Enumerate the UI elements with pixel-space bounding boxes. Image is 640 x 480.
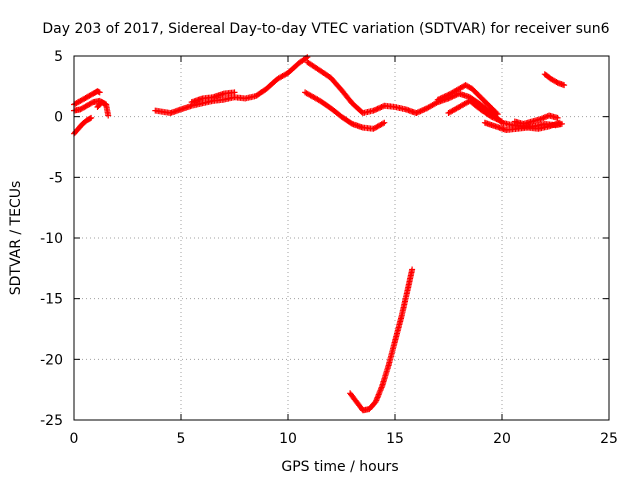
series-arc-e [541,71,568,89]
series-arc-b [152,54,311,116]
axis-ticks [73,55,610,421]
series-arc-d-top [511,112,561,127]
y-tick-label: -25 [40,413,63,429]
data-point [381,119,388,126]
series-arc-a-upper [71,88,103,108]
data-point [561,82,568,89]
x-tick-label: 0 [70,431,79,447]
y-tick-label: 5 [54,49,63,65]
x-tick-label: 15 [386,431,404,447]
chart-title: Day 203 of 2017, Sidereal Day-to-day VTE… [42,21,609,37]
data-point [231,89,238,96]
y-tick-label: -15 [40,292,63,308]
series-arc-d-bottom [481,119,563,133]
data-point [556,119,563,126]
data-point [495,116,501,123]
series-arc-c-upper-loop [434,82,501,118]
data-series [71,54,568,414]
series-arc-c-lower [302,89,388,132]
series-arc-a-right [94,99,112,119]
grid-lines [74,56,609,420]
series-arc-c-inner-loop [445,97,505,125]
series-arc-a-lower [71,114,95,137]
data-point [380,120,386,127]
series-arc-f [347,266,416,414]
x-tick-label: 5 [177,431,186,447]
data-point [96,89,103,96]
data-point [374,105,381,112]
y-tick-label: -20 [40,352,63,368]
data-point [409,266,416,273]
data-point [494,111,501,118]
data-point [554,114,561,121]
data-point [105,112,112,119]
x-tick-label: 20 [493,431,511,447]
series-arc-b-upper [188,89,238,106]
x-tick-label: 25 [600,431,618,447]
data-point [416,108,423,115]
y-axis-label: SDTVAR / TECUs [8,181,24,296]
data-point [88,114,95,121]
data-point [493,110,500,117]
y-tick-label: -5 [49,170,63,186]
x-tick-label: 10 [279,431,297,447]
data-point [499,118,505,125]
y-tick-label: -10 [40,231,63,247]
y-tick-label: 0 [54,110,63,126]
data-point [488,113,495,120]
x-axis-label: GPS time / hours [281,459,398,475]
x-tick-labels: 0 5 10 15 20 25 [70,431,618,447]
y-tick-labels: 5 0 -5 -10 -15 -20 -25 [40,49,63,429]
